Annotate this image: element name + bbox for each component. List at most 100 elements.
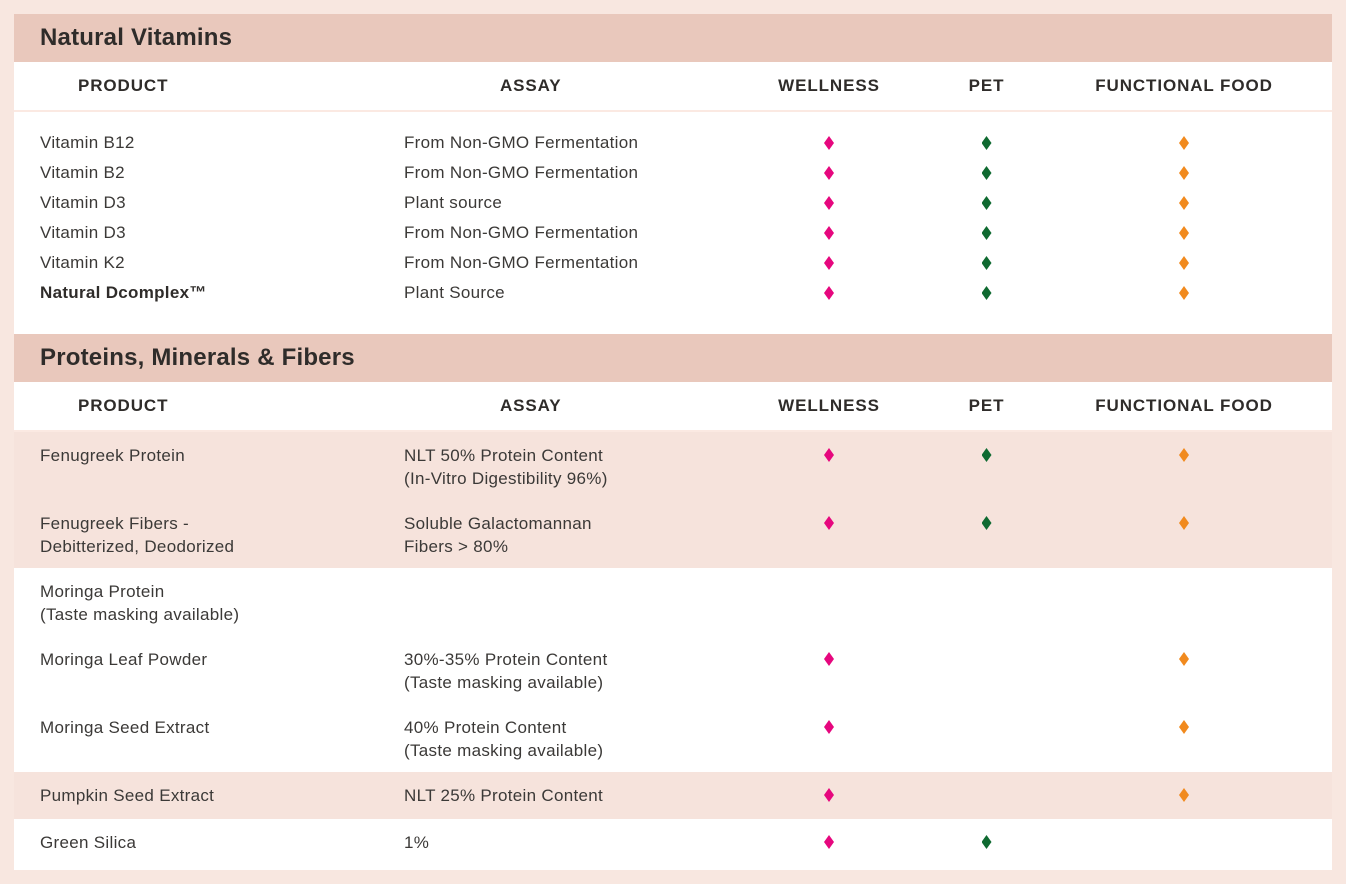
assay-cell: From Non-GMO Fermentation	[404, 128, 734, 158]
pet-marker-cell	[924, 580, 1049, 628]
product-name-line: Green Silica	[40, 833, 137, 852]
product-name-line: Fenugreek Fibers -	[40, 514, 190, 533]
column-header-row: PRODUCT ASSAY WELLNESS PET FUNCTIONAL FO…	[14, 382, 1332, 430]
wellness-diamond-icon	[824, 788, 834, 802]
wellness-diamond-icon	[824, 196, 834, 210]
table-row: Natural Dcomplex™ Plant Source	[14, 278, 1332, 308]
wellness-marker-cell	[734, 512, 924, 560]
pet-diamond-icon	[981, 196, 992, 210]
column-header-assay: ASSAY	[500, 76, 562, 95]
functional-food-diamond-icon	[1179, 516, 1189, 530]
assay-cell: Plant source	[404, 188, 734, 218]
functional-food-diamond-icon	[1179, 226, 1189, 240]
table-row: Vitamin D3 Plant source	[14, 188, 1332, 218]
section-proteins-minerals-fibers: Proteins, Minerals & Fibers PRODUCT ASSA…	[14, 334, 1332, 866]
functional-food-marker-cell	[1049, 716, 1319, 764]
pet-marker-cell	[924, 831, 1049, 858]
assay-text-line: Plant Source	[404, 283, 505, 302]
pet-diamond-icon	[981, 226, 992, 240]
pet-diamond-icon	[981, 286, 992, 300]
wellness-marker-cell	[734, 188, 924, 218]
functional-food-marker-cell	[1049, 580, 1319, 628]
wellness-diamond-icon	[824, 448, 834, 462]
section-header-bar: Proteins, Minerals & Fibers	[14, 334, 1332, 382]
product-cell: Moringa Seed Extract	[14, 716, 404, 764]
table-row: Fenugreek Fibers - Debitterized, Deodoriz…	[14, 500, 1332, 568]
assay-text-line: 1%	[404, 833, 430, 852]
product-name-line: Vitamin B12	[40, 133, 135, 152]
wellness-diamond-icon	[824, 516, 834, 530]
assay-text-line: Soluble Galactomannan	[404, 514, 592, 533]
functional-food-diamond-icon	[1179, 196, 1189, 210]
product-name-line: Debitterized, Deodorized	[40, 537, 235, 556]
product-cell: Fenugreek Fibers - Debitterized, Deodoriz…	[14, 512, 404, 560]
pet-diamond-icon	[981, 835, 992, 849]
assay-text-line: From Non-GMO Fermentation	[404, 253, 639, 272]
wellness-marker-cell	[734, 648, 924, 696]
rows-proteins-minerals-fibers: Fenugreek Protein NLT 50% Protein Conten…	[14, 432, 1332, 866]
column-header-product: PRODUCT	[78, 396, 169, 415]
table-row: Moringa Leaf Powder 30%-35% Protein Cont…	[14, 636, 1332, 704]
assay-cell: Plant Source	[404, 278, 734, 308]
product-name-line: Moringa Protein	[40, 582, 165, 601]
table-row: Pumpkin Seed Extract NLT 25% Protein Con…	[14, 772, 1332, 819]
pet-marker-cell	[924, 188, 1049, 218]
pet-diamond-icon	[981, 166, 992, 180]
column-header-assay: ASSAY	[500, 396, 562, 415]
section-title: Proteins, Minerals & Fibers	[40, 344, 355, 371]
assay-text-line: From Non-GMO Fermentation	[404, 163, 639, 182]
functional-food-marker-cell	[1049, 784, 1319, 811]
table-row: Fenugreek Protein NLT 50% Protein Conten…	[14, 432, 1332, 500]
functional-food-marker-cell	[1049, 128, 1319, 158]
product-name-line: Fenugreek Protein	[40, 446, 185, 465]
functional-food-marker-cell	[1049, 648, 1319, 696]
product-name-line: Vitamin D3	[40, 193, 126, 212]
product-name-line: Natural Dcomplex™	[40, 283, 207, 302]
table-row: Vitamin K2 From Non-GMO Fermentation	[14, 248, 1332, 278]
product-cell: Moringa Leaf Powder	[14, 648, 404, 696]
section-header-bar: Natural Vitamins	[14, 14, 1332, 62]
wellness-marker-cell	[734, 278, 924, 308]
pet-marker-cell	[924, 512, 1049, 560]
table-row: Vitamin D3 From Non-GMO Fermentation	[14, 218, 1332, 248]
wellness-diamond-icon	[824, 166, 834, 180]
product-name-line: Vitamin K2	[40, 253, 125, 272]
functional-food-marker-cell	[1049, 831, 1319, 858]
wellness-diamond-icon	[824, 720, 834, 734]
functional-food-marker-cell	[1049, 188, 1319, 218]
assay-cell	[404, 580, 734, 628]
wellness-marker-cell	[734, 218, 924, 248]
wellness-marker-cell	[734, 831, 924, 858]
assay-cell: NLT 50% Protein Content (In-Vitro Digesti…	[404, 444, 734, 492]
wellness-marker-cell	[734, 580, 924, 628]
section-natural-vitamins: Natural Vitamins PRODUCT ASSAY WELLNESS …	[14, 14, 1332, 308]
column-header-product: PRODUCT	[78, 76, 169, 95]
table-row: Vitamin B12 From Non-GMO Fermentation	[14, 128, 1332, 158]
column-header-functional-food: FUNCTIONAL FOOD	[1095, 396, 1273, 415]
pet-diamond-icon	[981, 516, 992, 530]
functional-food-diamond-icon	[1179, 788, 1189, 802]
pet-diamond-icon	[981, 448, 992, 462]
wellness-marker-cell	[734, 158, 924, 188]
wellness-diamond-icon	[824, 136, 834, 150]
functional-food-diamond-icon	[1179, 166, 1189, 180]
pet-marker-cell	[924, 716, 1049, 764]
wellness-diamond-icon	[824, 226, 834, 240]
wellness-marker-cell	[734, 716, 924, 764]
assay-text-line: NLT 50% Protein Content	[404, 446, 604, 465]
section-title: Natural Vitamins	[40, 24, 233, 51]
product-name-line: Moringa Leaf Powder	[40, 650, 208, 669]
assay-cell: From Non-GMO Fermentation	[404, 218, 734, 248]
assay-cell: 40% Protein Content (Taste masking availa…	[404, 716, 734, 764]
product-cell: Vitamin K2	[14, 248, 404, 278]
assay-text-line: From Non-GMO Fermentation	[404, 133, 639, 152]
assay-text-line: Plant source	[404, 193, 503, 212]
table-row: Moringa Seed Extract 40% Protein Content…	[14, 704, 1332, 772]
functional-food-diamond-icon	[1179, 136, 1189, 150]
wellness-marker-cell	[734, 784, 924, 811]
column-header-wellness: WELLNESS	[778, 396, 880, 415]
wellness-diamond-icon	[824, 835, 834, 849]
pet-diamond-icon	[981, 256, 992, 270]
product-name-line: (Taste masking available)	[40, 605, 240, 624]
